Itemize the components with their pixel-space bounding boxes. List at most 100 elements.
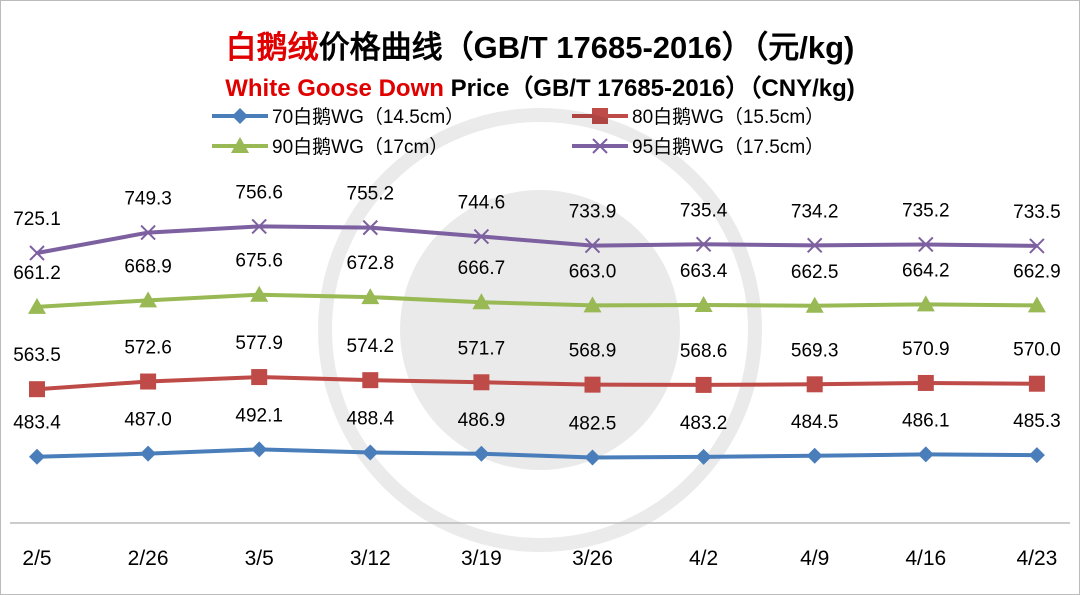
data-label: 744.6 (458, 193, 506, 214)
data-point-marker (251, 441, 268, 458)
data-point-marker (473, 445, 490, 462)
data-label: 664.2 (902, 260, 950, 281)
x-tick-label: 3/12 (350, 547, 391, 570)
data-label: 482.5 (569, 413, 617, 434)
data-label: 486.9 (458, 410, 506, 431)
data-point-marker (1028, 375, 1045, 392)
data-point-marker (1029, 238, 1045, 254)
data-label: 483.2 (680, 413, 728, 434)
series-line-1 (36, 375, 1037, 392)
legend-label: 70白鹅WG（14.5cm） (272, 107, 465, 128)
data-label: 571.7 (458, 338, 506, 359)
data-point-marker (917, 374, 934, 391)
data-point-marker (583, 296, 602, 313)
data-point-marker (694, 295, 713, 312)
x-tick-label: 3/19 (461, 547, 502, 570)
x-tick-label: 2/26 (128, 547, 169, 570)
title-cn-rest: 价格曲线（GB/T 17685-2016）（元/kg) (318, 30, 855, 65)
x-tick-label: 2/5 (22, 547, 51, 570)
data-point-marker (806, 376, 823, 393)
data-point-marker (29, 448, 45, 465)
data-label: 577.9 (235, 333, 283, 354)
data-point-marker (917, 446, 934, 463)
data-point-marker (806, 447, 823, 464)
data-label: 484.5 (791, 412, 839, 433)
legend-item: 70白鹅WG（14.5cm） (210, 102, 464, 129)
data-point-marker (695, 448, 712, 465)
data-point-marker (250, 285, 269, 302)
data-label: 735.4 (680, 200, 728, 221)
data-point-marker (584, 376, 601, 393)
data-point-marker (140, 373, 157, 390)
data-label: 672.8 (347, 253, 395, 274)
data-label: 483.4 (13, 413, 61, 434)
legend-label: 80白鹅WG（15.5cm） (632, 107, 825, 128)
data-label: 666.7 (458, 258, 506, 279)
x-tick-label: 3/26 (572, 547, 613, 570)
data-label: 749.3 (124, 189, 172, 210)
data-point-marker (28, 297, 46, 314)
data-label: 485.3 (1013, 411, 1061, 432)
title-cn-highlight: 白鹅绒 (225, 30, 319, 65)
data-point-marker (1027, 296, 1046, 313)
data-point-marker (1028, 447, 1045, 464)
title-en-rest: Price（GB/T 17685-2016）（CNY/kg) (443, 75, 855, 102)
data-point-marker (140, 224, 156, 241)
data-label: 568.6 (680, 341, 728, 362)
data-point-marker (140, 445, 157, 462)
data-label: 568.9 (569, 341, 617, 362)
data-label: 755.2 (347, 184, 395, 205)
legend-item: 80白鹅WG（15.5cm） (570, 102, 824, 129)
data-point-marker (695, 236, 712, 253)
data-label: 662.5 (791, 262, 839, 283)
chart-title-cn: 白鹅绒价格曲线（GB/T 17685-2016）（元/kg) (0, 22, 1080, 67)
x-tick-label: 4/23 (1016, 547, 1057, 570)
series-line-0 (36, 447, 1037, 460)
series-line-2 (36, 292, 1037, 309)
data-label: 733.9 (569, 202, 617, 223)
data-label: 570.0 (1013, 340, 1061, 361)
legend-symbol-icon (231, 136, 249, 153)
legend-item: 95白鹅WG（17.5cm） (570, 132, 824, 159)
data-point-marker (29, 245, 45, 261)
data-point-marker (806, 237, 823, 254)
data-point-marker (251, 218, 267, 235)
title-en-highlight: White Goose Down (225, 75, 444, 102)
data-point-marker (584, 237, 601, 254)
legend-marker-icon (212, 136, 268, 153)
data-point-marker (473, 374, 490, 391)
data-label: 734.2 (791, 201, 839, 222)
x-tick-label: 4/2 (689, 547, 718, 570)
data-label: 570.9 (902, 339, 950, 360)
data-label: 668.9 (124, 256, 172, 277)
data-point-marker (362, 219, 379, 236)
x-tick-label: 3/5 (245, 547, 274, 570)
series-line-3 (36, 224, 1037, 255)
data-label: 675.6 (235, 251, 283, 272)
legend-label: 95白鹅WG（17.5cm） (632, 137, 825, 158)
data-point-marker (584, 449, 601, 466)
legend-item: 90白鹅WG（17cm） (210, 132, 448, 159)
data-label: 725.1 (13, 209, 61, 230)
data-point-marker (472, 293, 491, 310)
x-tick-label: 4/9 (800, 547, 829, 570)
legend-symbol-icon (592, 107, 608, 124)
data-point-marker (139, 291, 158, 308)
data-label: 487.0 (124, 410, 172, 431)
data-label: 486.1 (902, 410, 950, 431)
data-label: 572.6 (124, 338, 172, 359)
data-label: 574.2 (347, 336, 395, 357)
data-label: 663.0 (569, 261, 617, 282)
chart-title-en: White Goose Down Price（GB/T 17685-2016）（… (0, 68, 1080, 103)
data-label: 563.5 (13, 345, 61, 366)
data-point-marker (361, 288, 380, 305)
data-label: 735.2 (902, 200, 950, 221)
legend-symbol-icon (592, 137, 608, 154)
data-point-marker (805, 296, 824, 313)
data-point-marker (362, 372, 379, 389)
data-label: 661.2 (13, 263, 61, 284)
legend-symbol-icon (232, 107, 248, 124)
data-point-marker (362, 444, 379, 461)
watermark (318, 108, 762, 552)
data-point-marker (251, 369, 268, 386)
